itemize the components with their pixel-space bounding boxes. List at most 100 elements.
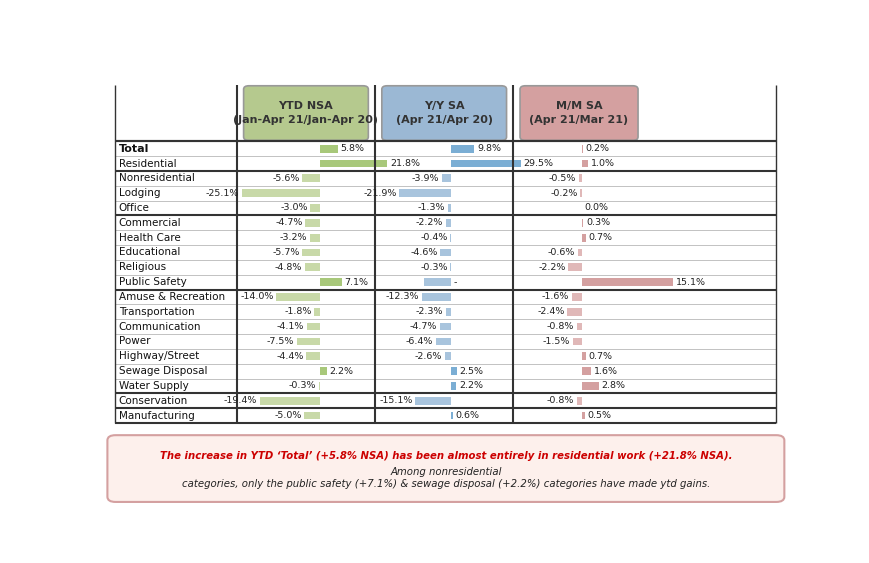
- Bar: [415, 397, 451, 405]
- Bar: [571, 293, 581, 301]
- Text: -19.4%: -19.4%: [223, 396, 256, 405]
- Text: 7.1%: 7.1%: [344, 278, 368, 287]
- Text: Commercial: Commercial: [119, 218, 182, 228]
- Text: Office: Office: [119, 203, 149, 213]
- Text: 15.1%: 15.1%: [675, 278, 705, 287]
- Text: -4.7%: -4.7%: [275, 218, 302, 227]
- Text: Manufacturing: Manufacturing: [119, 410, 195, 421]
- Bar: [451, 160, 521, 167]
- Text: Health Care: Health Care: [119, 233, 181, 243]
- FancyBboxPatch shape: [107, 435, 784, 502]
- Text: -14.0%: -14.0%: [240, 292, 274, 301]
- Text: 1.0%: 1.0%: [590, 159, 614, 168]
- Bar: [444, 352, 451, 360]
- Text: 5.8%: 5.8%: [340, 144, 364, 153]
- Bar: [448, 204, 451, 212]
- Bar: [320, 145, 337, 153]
- Text: 29.5%: 29.5%: [523, 159, 553, 168]
- Text: -25.1%: -25.1%: [206, 189, 239, 198]
- Bar: [451, 145, 474, 153]
- Bar: [306, 352, 320, 360]
- Text: 2.2%: 2.2%: [459, 382, 482, 391]
- Text: -: -: [454, 278, 456, 287]
- Bar: [449, 234, 451, 242]
- Text: Among nonresidential
categories, only the public safety (+7.1%) & sewage disposa: Among nonresidential categories, only th…: [182, 467, 709, 489]
- Bar: [580, 189, 581, 197]
- Text: -5.6%: -5.6%: [272, 174, 300, 183]
- Bar: [307, 323, 320, 330]
- Text: 2.2%: 2.2%: [329, 367, 353, 376]
- Bar: [276, 293, 320, 301]
- Bar: [309, 234, 320, 242]
- Text: YTD NSA
(Jan-Apr 21/Jan-Apr 20): YTD NSA (Jan-Apr 21/Jan-Apr 20): [233, 101, 378, 124]
- Bar: [304, 263, 320, 271]
- Text: Water Supply: Water Supply: [119, 381, 189, 391]
- Text: -1.3%: -1.3%: [417, 203, 445, 212]
- Text: -1.8%: -1.8%: [284, 307, 311, 316]
- Text: Transportation: Transportation: [119, 307, 195, 317]
- Bar: [577, 249, 581, 256]
- Text: Educational: Educational: [119, 248, 180, 257]
- Text: Communication: Communication: [119, 321, 201, 332]
- Bar: [435, 338, 451, 345]
- Text: -5.0%: -5.0%: [274, 411, 302, 420]
- Text: -2.2%: -2.2%: [415, 218, 442, 227]
- Text: 21.8%: 21.8%: [389, 159, 420, 168]
- Bar: [576, 323, 581, 330]
- Bar: [567, 308, 581, 316]
- Text: Highway/Street: Highway/Street: [119, 351, 199, 361]
- Text: 0.7%: 0.7%: [588, 352, 612, 361]
- FancyBboxPatch shape: [520, 86, 637, 140]
- Text: -4.8%: -4.8%: [275, 263, 302, 272]
- Bar: [445, 308, 451, 316]
- Text: Amuse & Recreation: Amuse & Recreation: [119, 292, 225, 302]
- Text: M/M SA
(Apr 21/Mar 21): M/M SA (Apr 21/Mar 21): [529, 101, 628, 124]
- Text: -0.3%: -0.3%: [289, 382, 315, 391]
- Text: Sewage Disposal: Sewage Disposal: [119, 366, 207, 376]
- Text: 0.0%: 0.0%: [584, 203, 607, 212]
- Text: -6.4%: -6.4%: [406, 337, 433, 346]
- Text: -4.4%: -4.4%: [275, 352, 303, 361]
- Bar: [446, 219, 451, 227]
- Text: Lodging: Lodging: [119, 188, 160, 198]
- Text: -21.9%: -21.9%: [363, 189, 396, 198]
- Text: 2.8%: 2.8%: [600, 382, 625, 391]
- Text: -1.6%: -1.6%: [541, 292, 568, 301]
- Bar: [319, 382, 320, 390]
- Text: Y/Y SA
(Apr 21/Apr 20): Y/Y SA (Apr 21/Apr 20): [395, 101, 492, 124]
- Text: -5.7%: -5.7%: [272, 248, 299, 257]
- Text: -0.8%: -0.8%: [546, 396, 574, 405]
- Bar: [305, 219, 320, 227]
- Text: 0.2%: 0.2%: [585, 144, 609, 153]
- Text: -4.7%: -4.7%: [409, 322, 437, 331]
- Bar: [320, 367, 326, 375]
- Text: -1.5%: -1.5%: [542, 337, 569, 346]
- Text: -4.6%: -4.6%: [409, 248, 437, 257]
- Bar: [310, 204, 320, 212]
- Bar: [581, 234, 585, 242]
- Bar: [572, 338, 581, 345]
- Text: 0.7%: 0.7%: [588, 233, 612, 242]
- Text: -7.5%: -7.5%: [266, 337, 294, 346]
- Bar: [581, 412, 584, 419]
- Text: 2.5%: 2.5%: [459, 367, 483, 376]
- Bar: [440, 323, 451, 330]
- Bar: [451, 412, 452, 419]
- Bar: [581, 219, 583, 227]
- Bar: [242, 189, 320, 197]
- Bar: [440, 249, 451, 256]
- Bar: [302, 249, 320, 256]
- Text: -2.4%: -2.4%: [536, 307, 564, 316]
- Bar: [320, 160, 387, 167]
- Text: -12.3%: -12.3%: [386, 292, 419, 301]
- FancyBboxPatch shape: [381, 86, 506, 140]
- Bar: [451, 382, 455, 390]
- Bar: [567, 263, 581, 271]
- Bar: [304, 412, 320, 419]
- Text: -0.4%: -0.4%: [420, 233, 447, 242]
- Text: Residential: Residential: [119, 159, 176, 168]
- Text: Public Safety: Public Safety: [119, 277, 186, 287]
- Text: -0.3%: -0.3%: [420, 263, 448, 272]
- Bar: [314, 308, 320, 316]
- Bar: [581, 367, 591, 375]
